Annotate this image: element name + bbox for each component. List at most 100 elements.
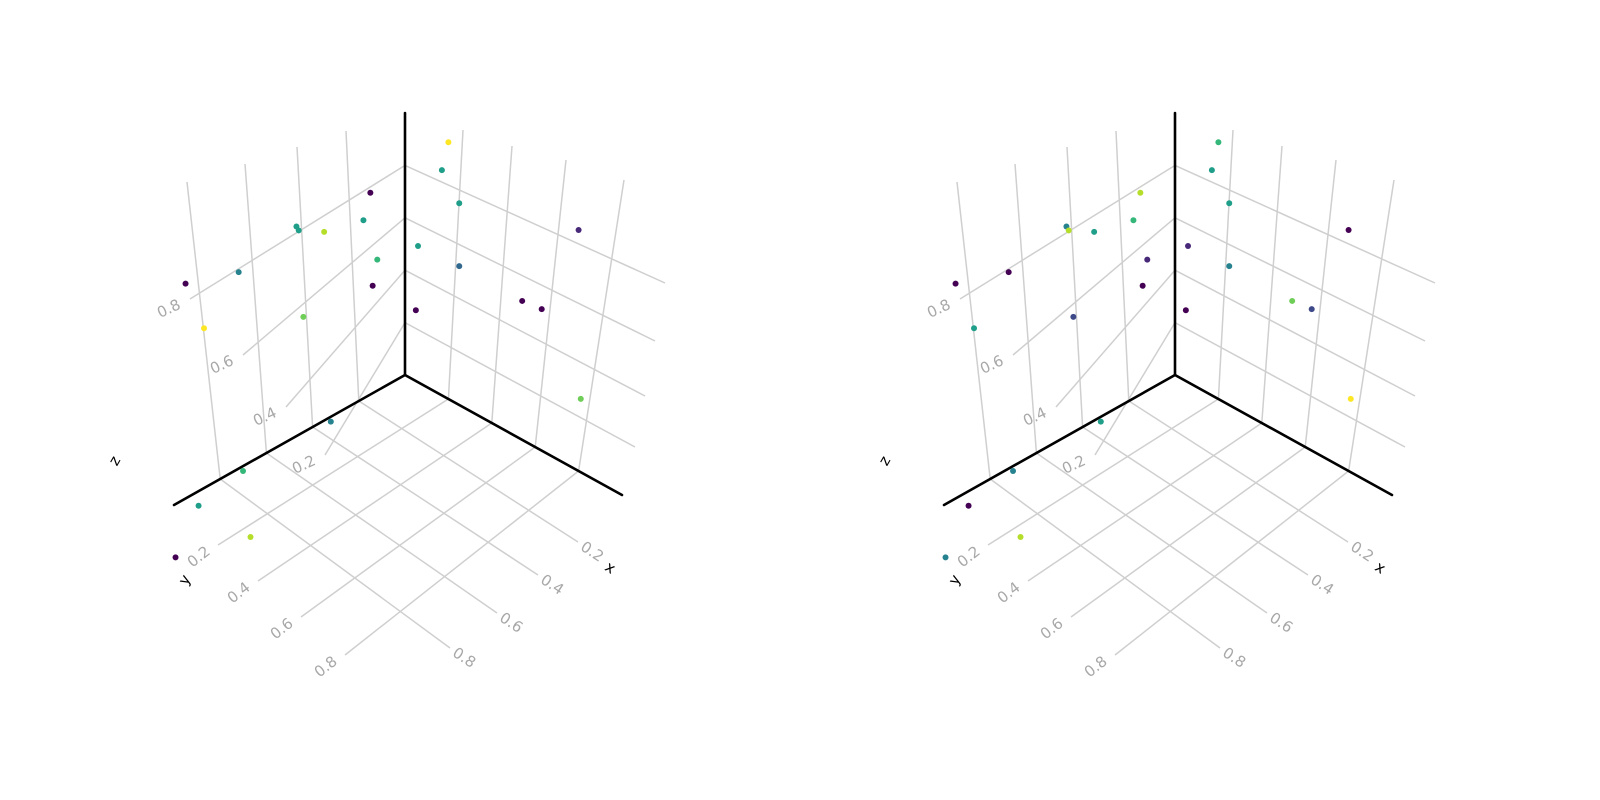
- x-gridline-floor: [1070, 446, 1306, 618]
- y-gridline-floor: [265, 452, 498, 614]
- z-gridline-xz-wall: [404, 164, 666, 284]
- z-tick-label: 0.8: [924, 295, 953, 321]
- y-gridline-floor: [1035, 452, 1268, 614]
- x-axis-line: [1173, 373, 1394, 497]
- z-tick-label: 0.6: [207, 351, 236, 377]
- x-gridline-xz-wall: [1261, 145, 1283, 424]
- z-gridline-xz-wall: [404, 217, 656, 342]
- y-gridline-yz-wall: [244, 163, 268, 454]
- z-gridline-yz-wall: [1055, 269, 1176, 408]
- y-gridline-yz-wall: [1115, 130, 1130, 402]
- data-point: [360, 217, 367, 224]
- z-gridline-yz-wall: [242, 217, 406, 356]
- x-gridline-floor: [217, 398, 449, 546]
- z-gridline-xz-wall: [404, 269, 646, 397]
- data-point: [1347, 395, 1354, 402]
- data-point: [412, 307, 419, 314]
- data-point: [195, 502, 202, 509]
- x-tick-label: 0.6: [496, 609, 526, 637]
- data-point: [519, 297, 526, 304]
- y-axis-line: [942, 373, 1177, 507]
- y-gridline-yz-wall: [345, 130, 360, 402]
- y-gridline-yz-wall: [296, 146, 314, 428]
- x-tick-label: 0.8: [449, 644, 479, 672]
- x-gridline-floor: [987, 398, 1219, 546]
- scatter3d-panel-2: 0.2 0.2 0.2 0.4 0.4 0.4 0.6 0.6 0.6 0.8 0.8 0.8 x y z: [875, 111, 1436, 681]
- z-axis-label: z: [875, 453, 895, 469]
- y-gridline-floor: [312, 426, 539, 576]
- x-gridline-xz-wall: [1347, 179, 1395, 472]
- data-point: [1226, 263, 1233, 270]
- y-tick-label: 0.2: [954, 542, 984, 571]
- z-gridline-yz-wall: [324, 322, 406, 456]
- y-axis-label: y: [175, 571, 195, 588]
- y-tick-label: 0.4: [224, 578, 254, 607]
- data-point: [1308, 306, 1315, 313]
- y-gridline-floor: [989, 478, 1221, 649]
- y-tick-label: 0.6: [1037, 614, 1067, 643]
- data-point: [374, 256, 381, 263]
- x-tick-label: 0.2: [577, 538, 607, 566]
- y-gridline-yz-wall: [1066, 146, 1084, 428]
- x-gridline-floor: [300, 446, 536, 618]
- x-axis-label: x: [1372, 558, 1389, 578]
- y-tick-label: 0.8: [311, 652, 341, 681]
- data-point: [1345, 226, 1352, 233]
- data-point: [1182, 307, 1189, 314]
- z-gridline-xz-wall: [1174, 269, 1416, 397]
- data-point: [575, 226, 582, 233]
- x-tick-label: 0.6: [1266, 609, 1296, 637]
- y-tick-label: 0.4: [994, 578, 1024, 607]
- data-point: [1226, 200, 1233, 207]
- x-gridline-xz-wall: [534, 159, 567, 448]
- x-gridline-xz-wall: [1217, 129, 1234, 400]
- data-point: [577, 395, 584, 402]
- x-tick-label: 0.4: [1307, 571, 1337, 599]
- data-point: [415, 242, 422, 249]
- x-gridline-floor: [257, 422, 493, 582]
- data-point: [445, 139, 452, 146]
- data-point: [1289, 297, 1296, 304]
- y-tick-label: 0.2: [184, 542, 214, 571]
- grid-lines: [186, 129, 666, 656]
- y-axis-label: y: [945, 571, 965, 588]
- z-gridline-xz-wall: [404, 321, 636, 448]
- data-point: [1010, 468, 1017, 474]
- data-point: [538, 306, 545, 313]
- data-point: [240, 468, 247, 474]
- y-axis-line: [172, 373, 407, 507]
- data-point: [327, 418, 334, 425]
- z-tick-label: 0.2: [1059, 451, 1088, 477]
- data-point: [1017, 534, 1024, 540]
- data-point: [295, 227, 302, 234]
- data-point: [965, 502, 972, 509]
- x-gridline-floor: [1027, 422, 1263, 582]
- x-tick-label: 0.2: [1347, 538, 1377, 566]
- x-tick-label: 0.4: [537, 571, 567, 599]
- data-point: [971, 325, 978, 332]
- data-point: [952, 280, 959, 287]
- z-tick-label: 0.8: [154, 295, 183, 321]
- y-gridline-yz-wall: [1014, 163, 1038, 454]
- data-point: [235, 269, 242, 276]
- data-points: [172, 139, 584, 561]
- y-tick-label: 0.8: [1081, 652, 1111, 681]
- grid-lines: [956, 129, 1436, 656]
- x-gridline-floor: [344, 470, 580, 656]
- data-point: [1070, 313, 1077, 320]
- data-point: [1215, 139, 1222, 146]
- data-point: [456, 200, 463, 207]
- data-point: [369, 282, 376, 289]
- data-point: [367, 189, 374, 196]
- data-point: [1130, 217, 1137, 224]
- z-gridline-yz-wall: [285, 269, 406, 408]
- z-gridline-xz-wall: [1174, 217, 1426, 342]
- data-point: [247, 534, 254, 540]
- z-gridline-xz-wall: [1174, 164, 1436, 284]
- y-gridline-floor: [358, 400, 579, 543]
- data-point: [1208, 167, 1215, 174]
- data-point: [456, 263, 463, 270]
- z-gridline-yz-wall: [1012, 217, 1176, 356]
- data-point: [182, 280, 189, 287]
